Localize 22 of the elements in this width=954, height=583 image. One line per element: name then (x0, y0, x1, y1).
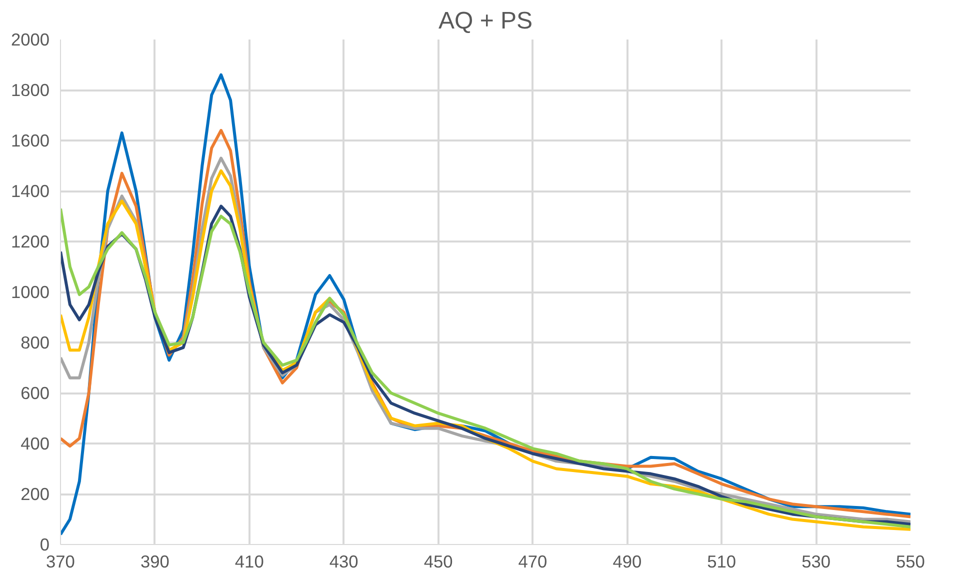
y-tick-label: 600 (20, 383, 50, 403)
x-tick-label: 430 (329, 552, 358, 572)
x-tick-label: 510 (707, 552, 736, 572)
y-tick-label: 1800 (10, 80, 50, 100)
x-tick-label: 390 (140, 552, 170, 572)
x-tick-label: 550 (896, 552, 925, 572)
x-tick-label: 410 (234, 552, 264, 572)
y-tick-label: 1400 (10, 181, 50, 201)
x-tick-label: 470 (518, 552, 548, 572)
y-tick-label: 1000 (10, 282, 50, 302)
chart-title: AQ + PS (438, 8, 533, 34)
y-tick-label: 200 (20, 484, 50, 504)
y-tick-label: 800 (20, 332, 50, 352)
y-tick-label: 1600 (10, 130, 50, 150)
y-tick-label: 0 (40, 534, 50, 554)
y-tick-label: 2000 (10, 30, 50, 50)
y-tick-label: 400 (20, 434, 50, 454)
x-tick-label: 450 (424, 552, 453, 572)
y-tick-label: 1200 (10, 232, 50, 252)
x-tick-label: 530 (802, 552, 831, 572)
x-tick-label: 370 (46, 552, 75, 572)
x-tick-label: 490 (612, 552, 642, 572)
